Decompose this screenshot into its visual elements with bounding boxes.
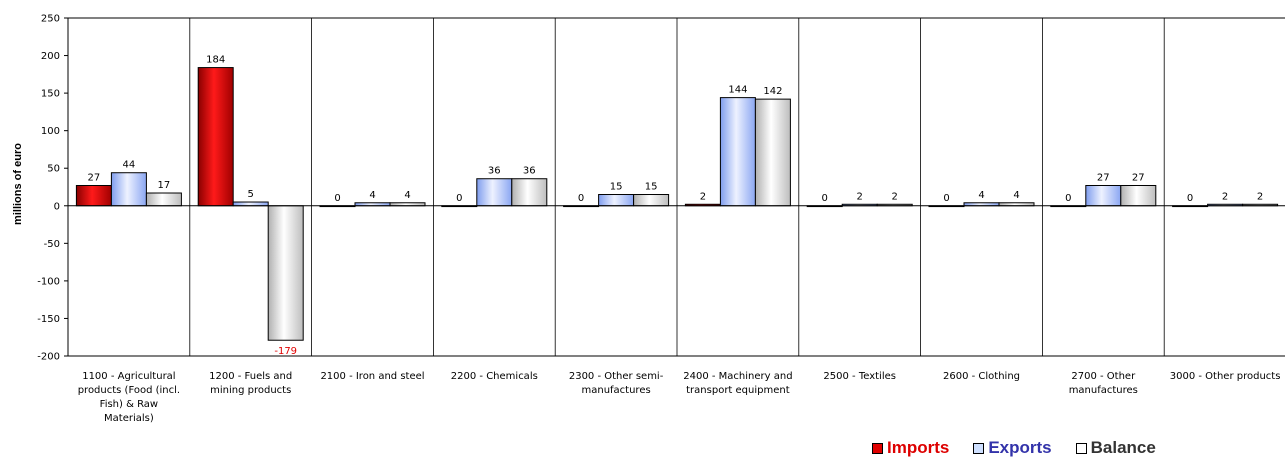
x-category-label: manufactures [1069, 385, 1138, 396]
data-label-exports: 2 [1222, 191, 1228, 202]
data-label-exports: 27 [1097, 172, 1110, 183]
data-label-exports: 2 [857, 191, 863, 202]
data-label-imports: 0 [943, 193, 949, 204]
data-label-balance: 4 [1013, 190, 1019, 201]
data-label-balance: 4 [404, 190, 410, 201]
data-label-exports: 44 [123, 160, 136, 171]
y-tick-label: 150 [41, 89, 60, 100]
data-label-exports: 5 [248, 189, 254, 200]
data-label-balance: 27 [1132, 172, 1145, 183]
x-category-label: manufactures [581, 385, 650, 396]
data-label-imports: 0 [1065, 193, 1071, 204]
legend-item-exports: Exports [973, 438, 1052, 458]
bar-exports-6 [719, 97, 756, 207]
y-tick-label: 250 [41, 14, 60, 25]
bar-balance-4 [511, 178, 548, 207]
data-label-imports: 0 [822, 193, 828, 204]
data-label-balance: 142 [763, 86, 782, 97]
data-label-balance: -179 [274, 346, 297, 357]
data-label-imports: 0 [334, 193, 340, 204]
data-label-imports: 184 [206, 55, 225, 66]
bar-exports-9 [1085, 184, 1122, 207]
x-category-label: mining products [210, 385, 291, 396]
legend-item-imports: Imports [872, 438, 949, 458]
y-tick-label: 50 [47, 164, 60, 175]
x-category-label: Fish) & Raw [100, 399, 158, 410]
data-label-imports: 2 [700, 191, 706, 202]
x-category-label: products (Food (incl. [78, 385, 180, 396]
x-category-label: 2500 - Textiles [823, 371, 896, 382]
data-label-exports: 144 [728, 85, 747, 96]
x-category-label: 2100 - Iron and steel [320, 371, 424, 382]
data-label-exports: 15 [610, 182, 623, 193]
bar-imports-1 [75, 184, 112, 207]
x-category-label: 1100 - Agricultural [82, 371, 175, 382]
x-category-label: 2300 - Other semi- [569, 371, 664, 382]
data-label-exports: 4 [978, 190, 984, 201]
data-label-balance: 2 [892, 191, 898, 202]
legend-item-balance: Balance [1075, 438, 1156, 458]
data-label-balance: 15 [645, 182, 658, 193]
bar-exports-2 [232, 201, 269, 207]
x-category-label: 1200 - Fuels and [209, 371, 292, 382]
data-label-imports: 0 [456, 193, 462, 204]
y-tick-label: 200 [41, 51, 60, 62]
y-tick-label: -50 [44, 239, 60, 250]
bar-balance-9 [1120, 184, 1157, 207]
y-tick-label: 100 [41, 126, 60, 137]
legend-label-balance: Balance [1090, 438, 1156, 457]
bar-exports-4 [476, 178, 513, 207]
bar-imports-2 [197, 67, 234, 207]
data-label-imports: 27 [88, 172, 101, 183]
data-label-exports: 4 [369, 190, 375, 201]
bar-balance-2 [267, 205, 304, 341]
x-category-label: 2200 - Chemicals [451, 371, 538, 382]
x-category-label: 3000 - Other products [1170, 371, 1281, 382]
bar-balance-6 [754, 98, 791, 207]
y-tick-label: -200 [37, 352, 60, 363]
y-tick-label: -150 [37, 314, 60, 325]
legend-swatch-balance [1075, 442, 1087, 454]
bar-balance-5 [633, 194, 670, 207]
y-axis-title: millions of euro [12, 143, 24, 225]
plot-area-frame [67, 17, 1285, 357]
legend-swatch-imports [872, 442, 883, 454]
x-category-label: 2600 - Clothing [943, 371, 1020, 382]
x-category-label: Materials) [104, 413, 154, 424]
x-category-label: 2400 - Machinery and [683, 371, 792, 382]
bar-balance-1 [145, 192, 182, 207]
data-label-exports: 36 [488, 166, 501, 177]
chart-legend: Imports Exports Balance [872, 438, 1180, 458]
data-label-balance: 2 [1257, 191, 1263, 202]
legend-label-exports: Exports [988, 438, 1052, 457]
x-category-label: transport equipment [686, 385, 790, 396]
y-tick-label: 0 [54, 201, 60, 212]
legend-swatch-exports [973, 442, 985, 454]
data-label-balance: 17 [158, 180, 171, 191]
y-tick-label: -100 [37, 276, 60, 287]
bar-exports-1 [110, 172, 147, 207]
data-label-imports: 0 [578, 193, 584, 204]
data-label-imports: 0 [1187, 193, 1193, 204]
data-label-balance: 36 [523, 166, 536, 177]
legend-label-imports: Imports [887, 438, 950, 457]
bar-exports-5 [598, 194, 635, 207]
x-category-label: 2700 - Other [1071, 371, 1136, 382]
